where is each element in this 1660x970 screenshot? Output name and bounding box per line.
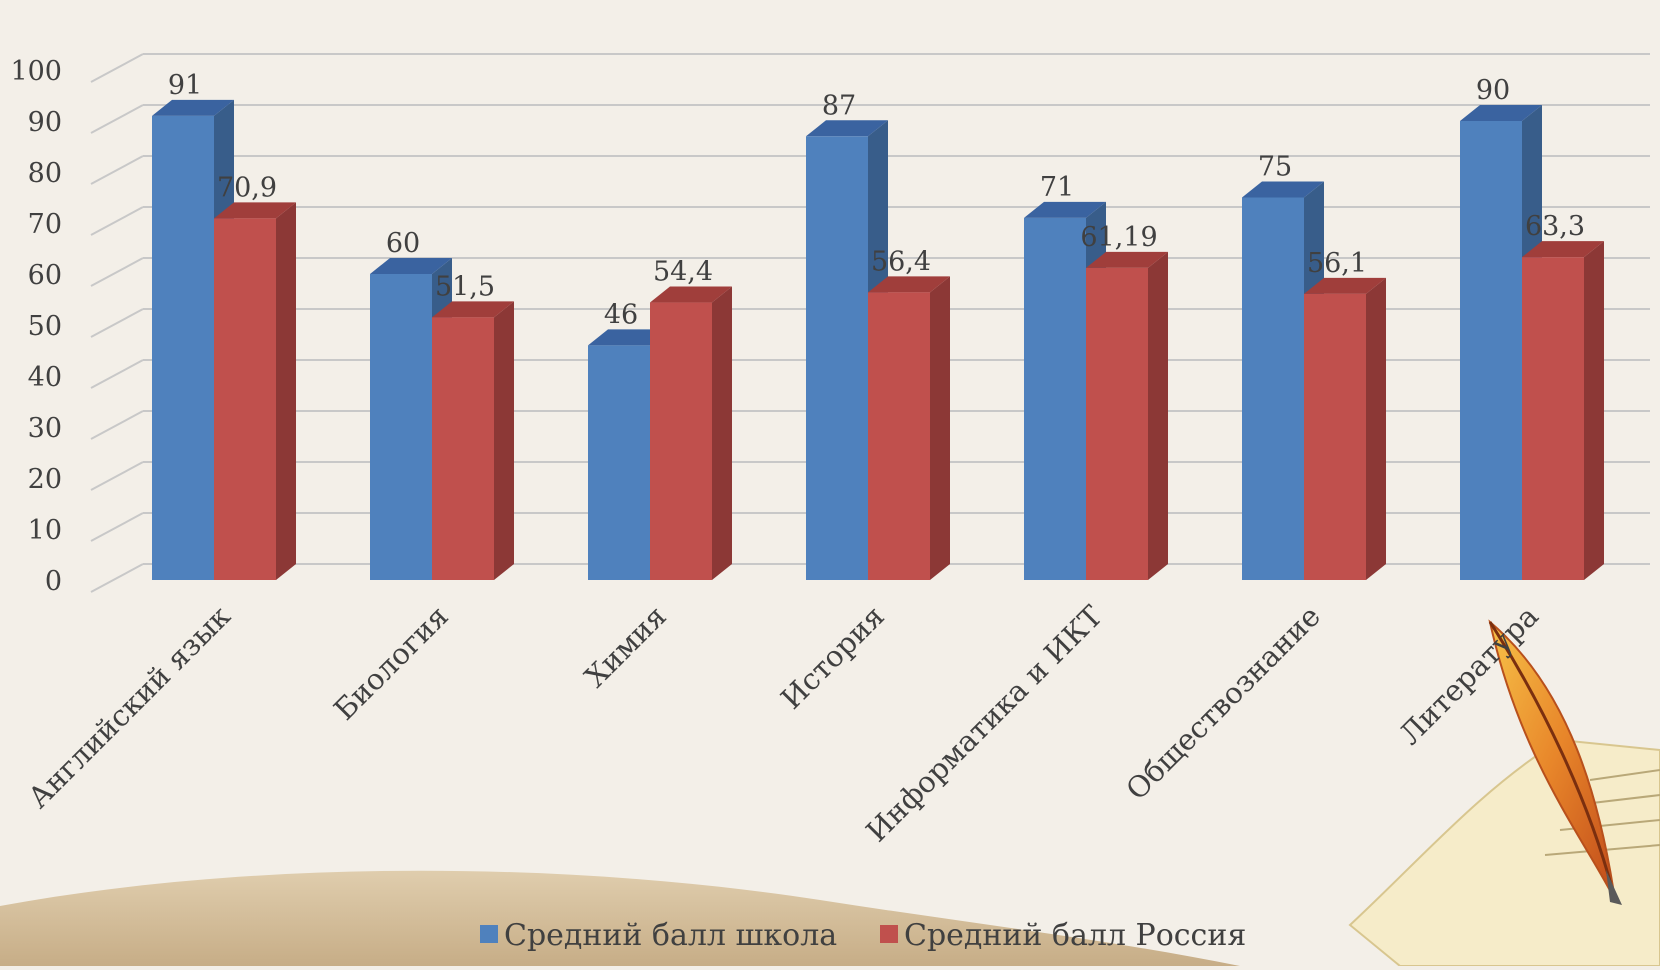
bar — [1522, 241, 1604, 581]
x-category-label: Биология — [327, 599, 455, 727]
y-tick-label: 90 — [28, 107, 62, 138]
y-tick-label: 40 — [28, 362, 62, 393]
data-label: 56,1 — [1307, 248, 1367, 279]
bar-top — [1086, 251, 1168, 268]
bar-top — [1242, 181, 1324, 198]
legend-swatch — [480, 925, 498, 943]
y-tick-label: 70 — [28, 209, 62, 240]
gridline-side — [90, 257, 144, 287]
bar-top — [1304, 277, 1386, 294]
bar-front — [868, 292, 930, 580]
data-label: 54,4 — [653, 257, 713, 288]
bar-side — [1366, 277, 1386, 580]
bar-top — [432, 301, 514, 318]
bar-top — [588, 329, 670, 346]
bar-front — [370, 274, 432, 580]
data-label: 51,5 — [435, 271, 495, 302]
bar — [1086, 251, 1168, 580]
bar-side — [494, 301, 514, 580]
bar-front — [650, 302, 712, 580]
legend-swatch — [880, 925, 898, 943]
gridline-side — [90, 461, 144, 491]
data-label: 60 — [386, 228, 420, 259]
data-label: 63,3 — [1525, 211, 1585, 242]
bar — [1304, 277, 1386, 580]
data-label: 87 — [822, 90, 856, 121]
y-tick-label: 50 — [28, 311, 62, 342]
data-label: 90 — [1476, 75, 1510, 106]
bar-top — [1460, 105, 1542, 121]
bar-top — [370, 258, 452, 274]
data-label: 56,4 — [871, 246, 931, 277]
y-tick-label: 0 — [45, 566, 62, 597]
bar — [214, 202, 296, 580]
gridline-side — [90, 512, 144, 542]
bar-front — [432, 317, 494, 580]
data-label: 91 — [168, 70, 202, 101]
legend-label: Средний балл Россия — [904, 918, 1246, 953]
bar-front — [1522, 257, 1584, 580]
bar-front — [1086, 267, 1148, 580]
gridline-side — [90, 155, 144, 185]
bar-side — [930, 276, 950, 580]
gridline-side — [90, 104, 144, 134]
x-category-label: Английский язык — [21, 599, 237, 815]
gridline-side — [90, 308, 144, 338]
quill-pen-icon — [1488, 619, 1622, 905]
bar — [432, 301, 514, 580]
bar-side — [276, 202, 296, 580]
bar-side — [712, 286, 732, 580]
bar-top — [868, 276, 950, 293]
x-category-label: Обществознание — [1119, 599, 1327, 807]
bar-side — [1148, 251, 1168, 580]
x-category-label: Информатика и ИКТ — [859, 598, 1109, 848]
data-label: 71 — [1040, 172, 1074, 203]
gridline-side — [90, 359, 144, 389]
gridline-side — [90, 206, 144, 236]
data-label: 70,9 — [217, 172, 277, 203]
y-tick-label: 10 — [28, 515, 62, 546]
y-tick-label: 20 — [28, 464, 62, 495]
y-tick-label: 80 — [28, 158, 62, 189]
gridline-side — [90, 563, 144, 593]
bar — [650, 286, 732, 580]
gridline-side — [90, 53, 144, 83]
paper-sheet-icon — [1348, 738, 1660, 967]
bar-front — [1460, 121, 1522, 580]
bar-front — [806, 136, 868, 581]
bar-front — [214, 218, 276, 580]
bar-top — [650, 286, 732, 303]
bar-top — [152, 99, 234, 116]
legend-label: Средний балл школа — [504, 918, 837, 953]
data-label: 46 — [604, 299, 638, 330]
bar — [868, 276, 950, 580]
y-tick-label: 100 — [10, 56, 62, 87]
gridline-side — [90, 410, 144, 440]
y-tick-label: 30 — [28, 413, 62, 444]
bar-front — [152, 115, 214, 581]
bar-top — [806, 120, 888, 137]
background-wave — [0, 870, 1240, 966]
x-category-label: Химия — [578, 599, 673, 694]
legend: Средний балл школа Средний балл Россия — [480, 918, 1246, 953]
bar-top — [214, 202, 296, 219]
bar-front — [588, 345, 650, 580]
bar-front — [1024, 217, 1086, 580]
x-category-label: История — [774, 599, 891, 716]
bar-front — [1242, 197, 1304, 580]
bar-top — [1024, 201, 1106, 218]
bar-front — [1304, 293, 1366, 580]
y-tick-label: 60 — [28, 260, 62, 291]
data-label: 61,19 — [1080, 222, 1157, 253]
bar-side — [1584, 241, 1604, 581]
data-label: 75 — [1258, 152, 1292, 183]
plot-area: 0 10 20 30 40 50 60 70 80 90 100 91 70,9 Английский я… — [10, 53, 1650, 848]
bar-top — [1522, 241, 1604, 258]
